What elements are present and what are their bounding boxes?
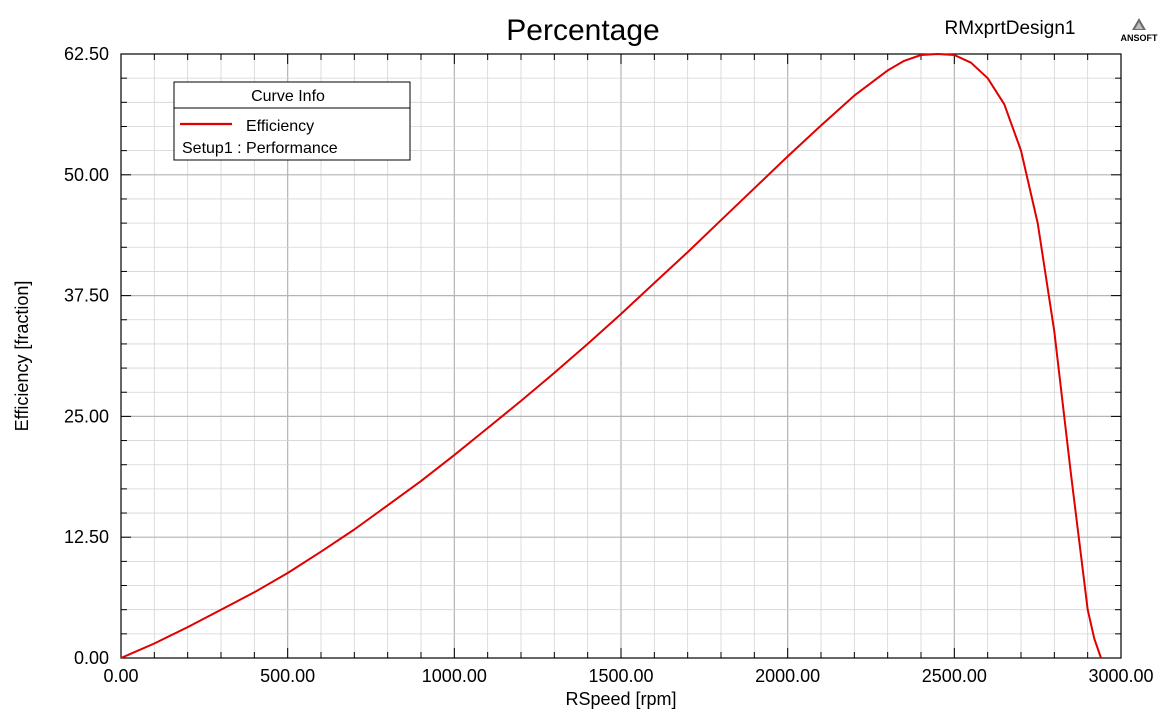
y-tick-label: 12.50 [64, 527, 109, 547]
legend-title: Curve Info [251, 88, 325, 105]
y-tick-label: 37.50 [64, 286, 109, 306]
ansoft-logo: ANSOFT [1121, 18, 1159, 43]
legend-header [173, 81, 411, 109]
x-axis-title: RSpeed [rpm] [565, 689, 676, 709]
series-layer [120, 53, 1102, 659]
ansoft-logo-text: ANSOFT [1121, 33, 1159, 43]
x-tick-label: 1500.00 [588, 666, 653, 686]
design-name: RMxprtDesign1 [945, 18, 1076, 39]
y-tick-labels: 0.00 12.50 25.00 37.50 50.00 62.50 [64, 44, 109, 668]
legend-entry-subtitle: Setup1 : Performance [182, 140, 338, 157]
x-tick-label: 1000.00 [422, 666, 487, 686]
x-tick-labels: 0.00 500.00 1000.00 1500.00 2000.00 2500.00 30… [103, 666, 1153, 686]
y-tick-label: 50.00 [64, 165, 109, 185]
legend-frame [173, 107, 411, 161]
x-tick-label: 3000.00 [1088, 666, 1153, 686]
axis-ticks [120, 53, 1122, 659]
chart-title: Percentage [506, 14, 659, 47]
x-tick-label: 2000.00 [755, 666, 820, 686]
y-axis-title: Efficiency [fraction] [12, 281, 32, 432]
legend-box[interactable]: Curve Info Efficiency Setup1 : Performan… [173, 81, 411, 161]
y-tick-label: 0.00 [74, 648, 109, 668]
ansoft-logo-icon-inner [1135, 22, 1143, 29]
x-tick-label: 500.00 [260, 666, 315, 686]
legend-entry-name: Efficiency [246, 118, 314, 135]
plot-frame [120, 53, 1122, 659]
y-tick-label: 62.50 [64, 44, 109, 64]
y-tick-label: 25.00 [64, 406, 109, 426]
series-line-efficiency [120, 53, 1102, 659]
x-tick-label: 0.00 [103, 666, 138, 686]
x-tick-label: 2500.00 [922, 666, 987, 686]
